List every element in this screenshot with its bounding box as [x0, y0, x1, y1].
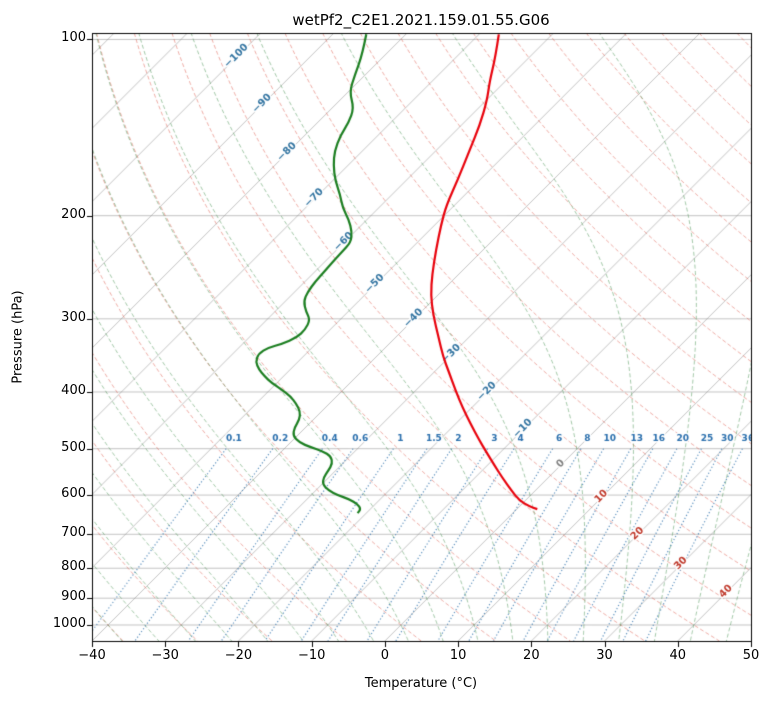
y-tick-label: 800	[61, 559, 86, 575]
y-axis-label: Pressure (hPa)	[10, 290, 26, 384]
x-tick-label: −40	[78, 648, 106, 663]
x-tick-label: 40	[669, 648, 687, 663]
y-tick-label: 400	[61, 382, 86, 398]
x-tick-label: 50	[742, 648, 760, 663]
y-tick-label: 300	[61, 309, 86, 325]
x-tick-label: 0	[380, 648, 390, 663]
x-axis-label: Temperature (°C)	[364, 676, 478, 691]
y-tick-label: 1000	[52, 615, 86, 631]
x-tick-label: 30	[596, 648, 613, 663]
y-tick-label: 100	[61, 30, 86, 46]
y-tick-label: 900	[61, 589, 86, 605]
y-tick-label: 600	[61, 486, 86, 502]
y-tick-label: 200	[61, 206, 86, 222]
x-tick-label: 20	[523, 648, 540, 663]
y-tick-label: 700	[61, 525, 86, 541]
x-tick-label: −10	[297, 648, 326, 663]
chart-title: wetPf2_C2E1.2021.159.01.55.G06	[292, 11, 550, 29]
x-tick-label: 10	[449, 648, 467, 663]
y-tick-label: 500	[61, 439, 86, 455]
x-tick-label: −30	[151, 648, 179, 663]
x-tick-label: −20	[224, 648, 253, 663]
